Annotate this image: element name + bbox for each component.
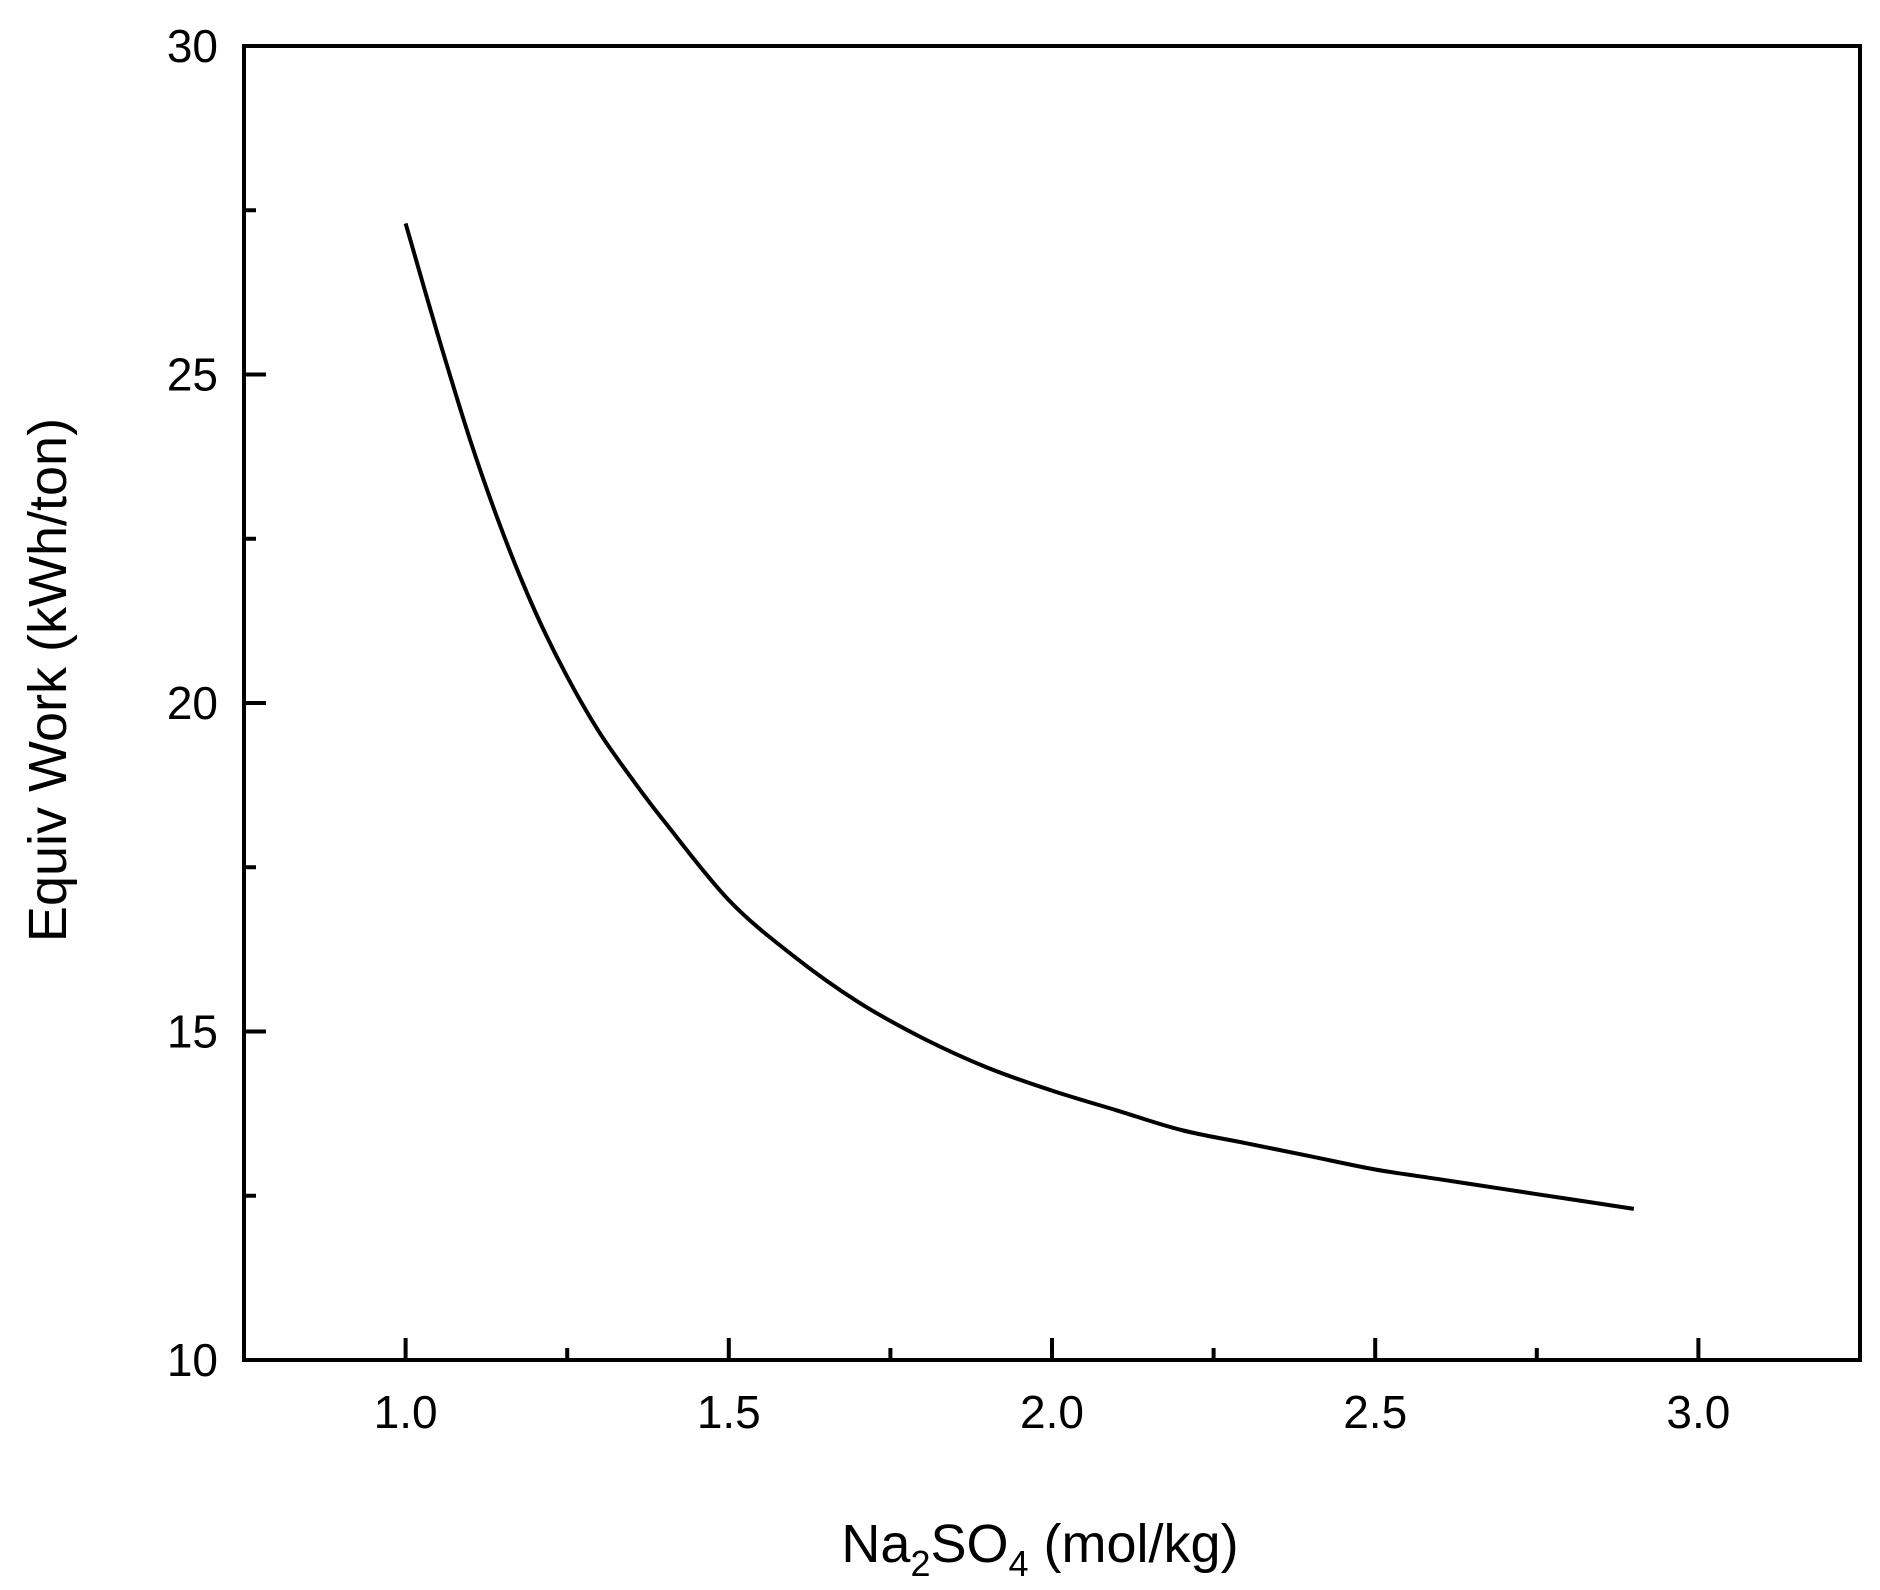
x-axis-title-subscript: 4: [1009, 1543, 1029, 1584]
x-tick-label: 1.0: [374, 1386, 438, 1438]
series-line: [403, 222, 1635, 1211]
x-tick-label: 2.5: [1343, 1386, 1407, 1438]
x-axis-title-part: (mol/kg): [1029, 1514, 1239, 1574]
x-axis-title-part: SO: [930, 1514, 1008, 1574]
y-tick-label: 20: [167, 677, 218, 729]
x-axis-title-subscript: 2: [910, 1543, 930, 1584]
x-tick-label: 3.0: [1666, 1386, 1730, 1438]
y-tick-label: 10: [167, 1334, 218, 1386]
plot-frame: [242, 44, 1862, 1362]
x-axis-title: Na2SO4 (mol/kg): [841, 1514, 1238, 1584]
y-tick-label: 25: [167, 349, 218, 401]
y-axis-title: Equiv Work (kWh/ton): [18, 418, 78, 942]
x-tick-label: 2.0: [1020, 1386, 1084, 1438]
x-axis-title-part: Na: [841, 1514, 911, 1574]
y-tick-label: 15: [167, 1006, 218, 1058]
x-tick-label: 1.5: [697, 1386, 761, 1438]
y-tick-label: 30: [167, 20, 218, 72]
